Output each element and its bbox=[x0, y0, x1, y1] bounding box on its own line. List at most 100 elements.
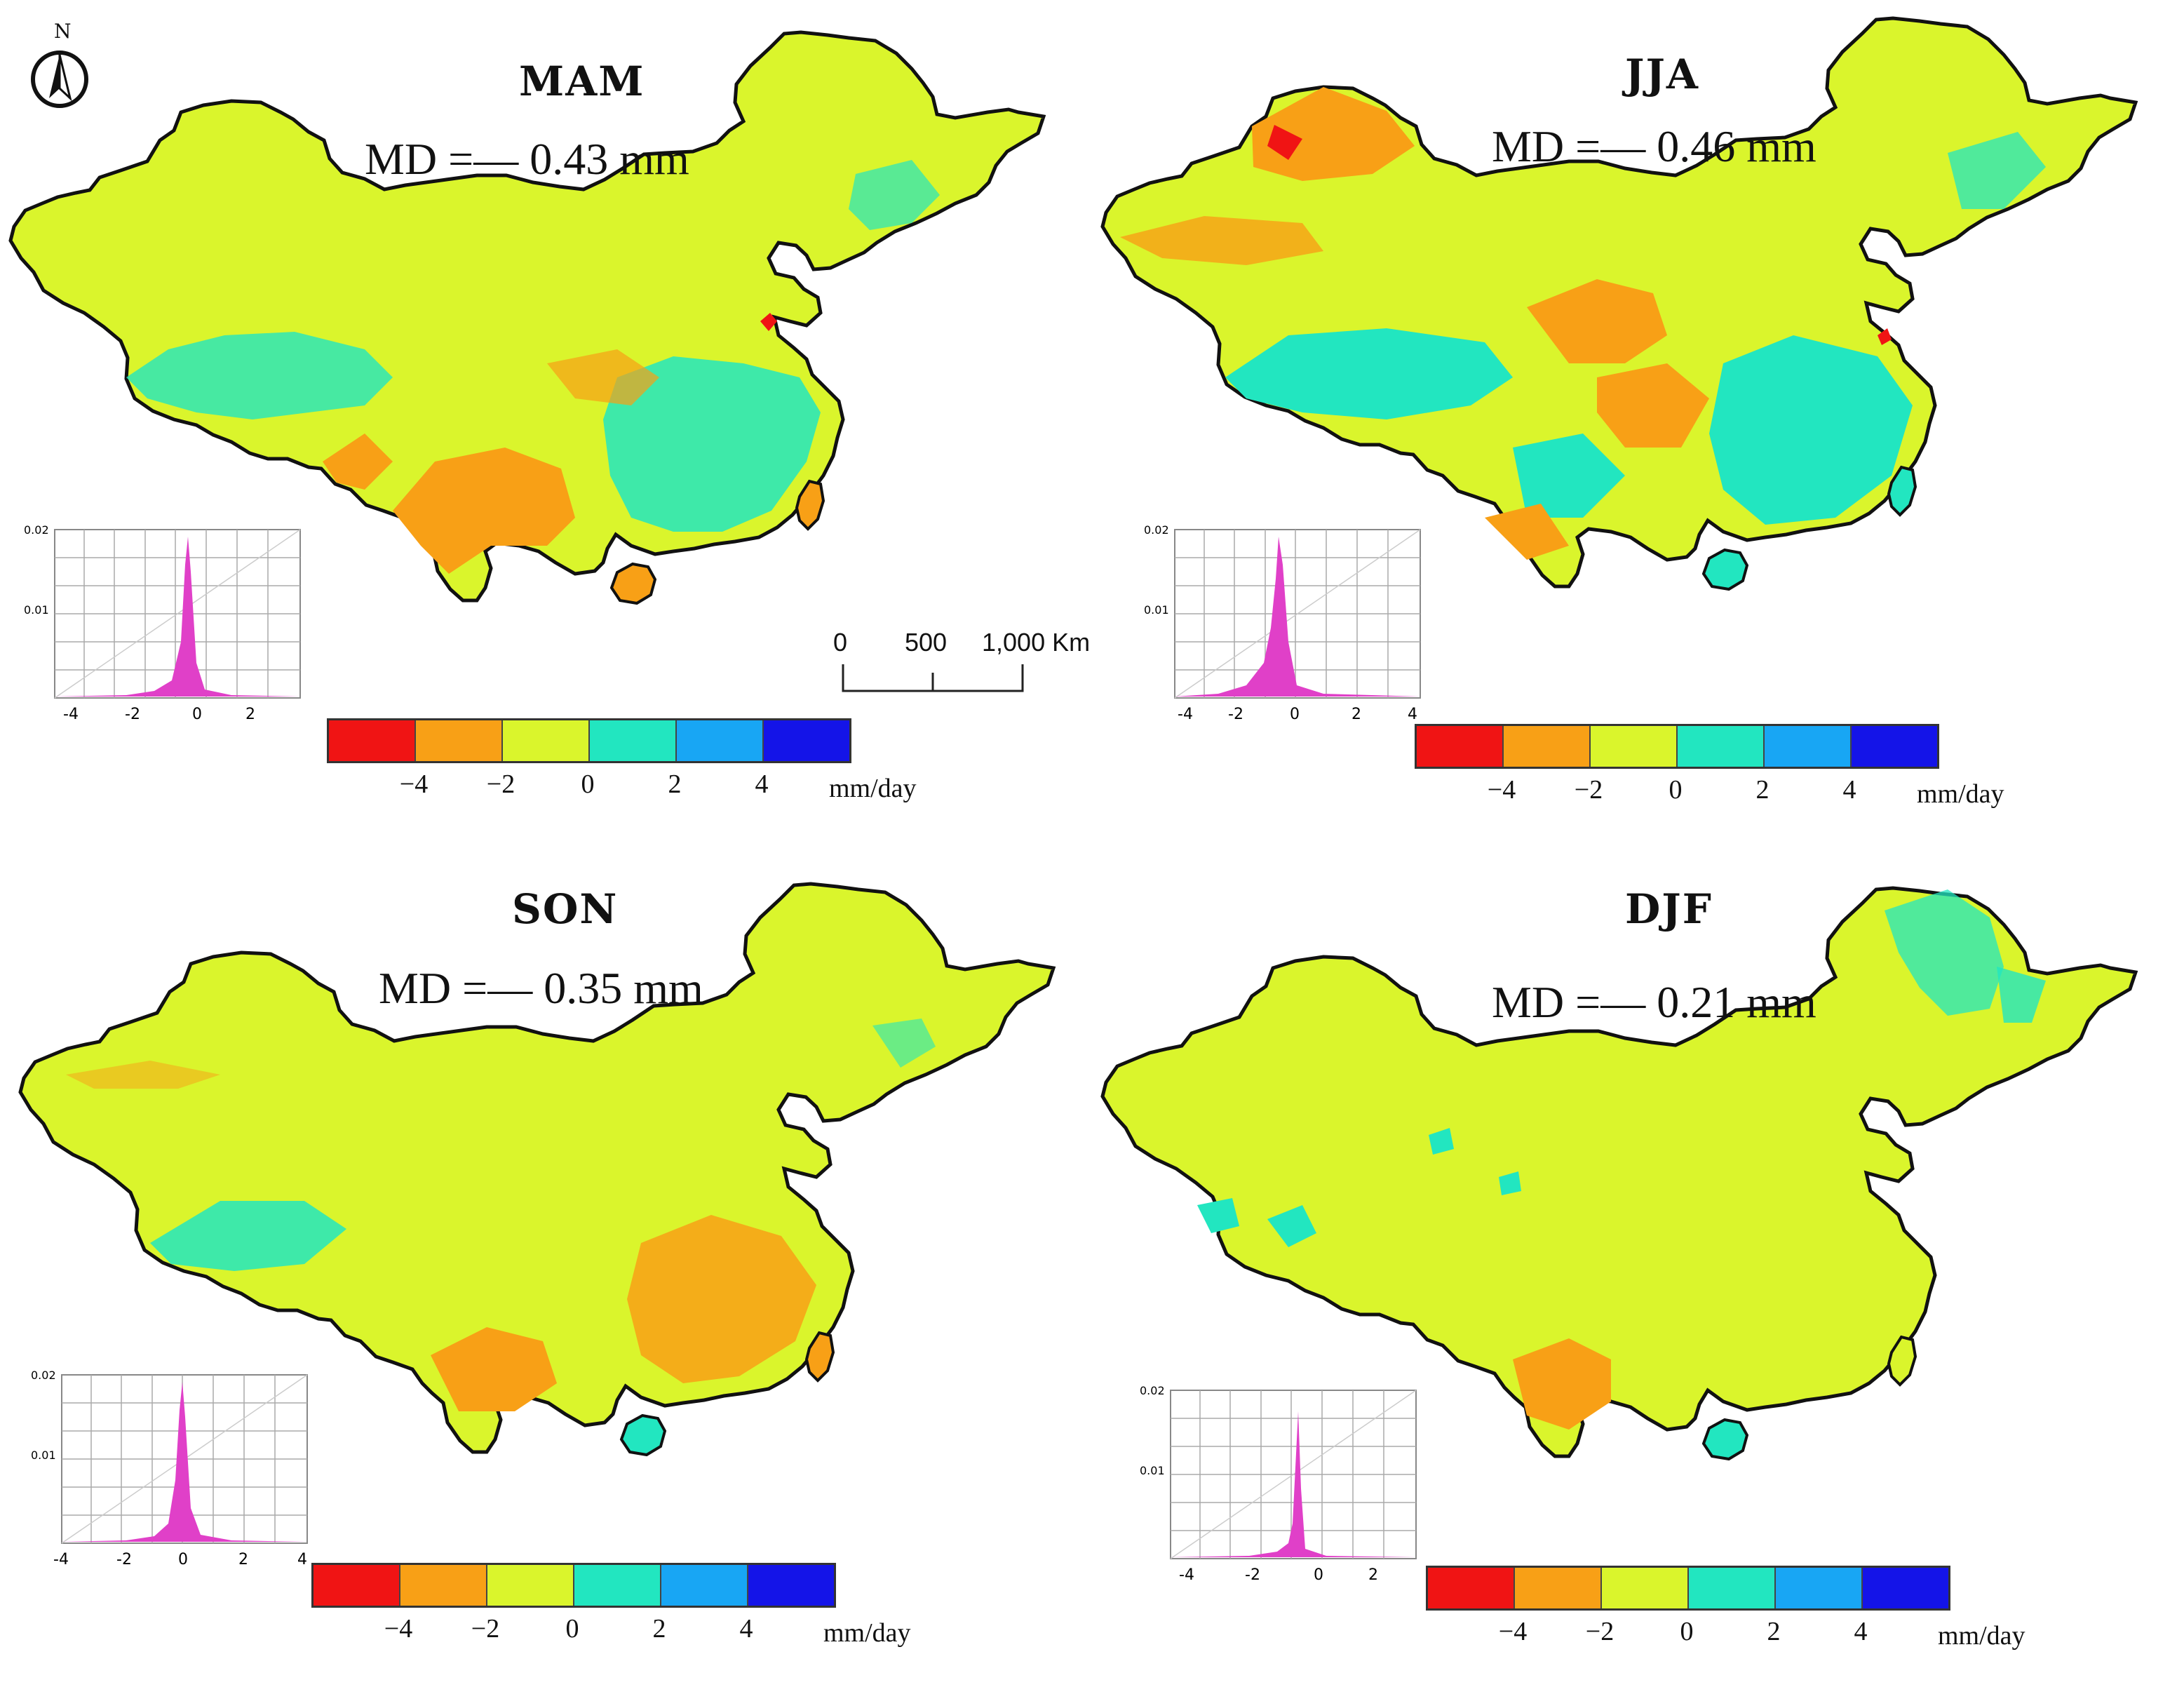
histogram: 0.02 0.01 -4 -2 0 2 4 bbox=[31, 1369, 308, 1568]
panel-mam: MAM MD =— 0.43 mm 0.02 0.01 -4 -2 0 2 0 … bbox=[0, 0, 1092, 843]
legend-swatch bbox=[1417, 726, 1504, 767]
legend-swatches bbox=[311, 1563, 836, 1608]
legend-swatch bbox=[1678, 726, 1765, 767]
legend-swatches bbox=[1415, 724, 1939, 769]
legend-tick: 4 bbox=[1842, 775, 1856, 805]
hist-x-tick: 2 bbox=[245, 706, 255, 723]
legend-ticks: −4 −2 0 2 4 bbox=[311, 1608, 836, 1650]
hist-x-tick: 0 bbox=[1290, 706, 1300, 723]
hist-x-tick: 2 bbox=[1351, 706, 1361, 723]
china-map bbox=[1092, 843, 2184, 1460]
hist-y-tick: 0.02 bbox=[1140, 1384, 1165, 1397]
legend-swatch bbox=[416, 720, 503, 761]
legend-swatch bbox=[1515, 1568, 1602, 1608]
legend-tick: −4 bbox=[1487, 775, 1516, 805]
hist-y-tick: 0.02 bbox=[31, 1369, 56, 1382]
legend-tick: −2 bbox=[486, 769, 515, 799]
legend-tick: 2 bbox=[668, 769, 682, 799]
hist-x-tick: 0 bbox=[178, 1551, 188, 1568]
legend-swatch bbox=[748, 1565, 834, 1606]
hist-y-tick: 0.01 bbox=[31, 1449, 56, 1462]
legend-tick: 4 bbox=[1854, 1617, 1868, 1646]
color-legend: −4 −2 0 2 4 mm/day bbox=[1415, 724, 2004, 811]
legend-tick: −4 bbox=[384, 1614, 413, 1644]
legend-swatch bbox=[1689, 1568, 1776, 1608]
hist-x-tick: 0 bbox=[1314, 1566, 1323, 1584]
histogram: 0.02 0.01 -4 -2 0 2 bbox=[24, 523, 301, 723]
legend-ticks: −4 −2 0 2 4 bbox=[1426, 1611, 1950, 1653]
hist-x-tick: -2 bbox=[1245, 1566, 1260, 1584]
legend-swatch bbox=[1765, 726, 1852, 767]
hist-x-tick: -2 bbox=[116, 1551, 132, 1568]
season-title: SON bbox=[512, 885, 619, 933]
legend-tick: 0 bbox=[565, 1614, 579, 1644]
legend-tick: −4 bbox=[399, 769, 429, 799]
scale-tick-1000: 1,000 Km bbox=[982, 628, 1091, 657]
panel-jja: JJA MD =— 0.46 mm 0.02 0.01 -4 -2 0 2 4 … bbox=[1092, 0, 2184, 843]
legend-unit: mm/day bbox=[823, 1618, 911, 1648]
legend-tick: 0 bbox=[1680, 1617, 1694, 1646]
color-legend: −4 −2 0 2 4 mm/day bbox=[327, 718, 917, 805]
season-title: DJF bbox=[1625, 885, 1713, 933]
legend-tick: 0 bbox=[581, 769, 595, 799]
legend-swatch bbox=[329, 720, 416, 761]
histogram: 0.02 0.01 -4 -2 0 2 4 bbox=[1144, 523, 1421, 723]
china-map bbox=[0, 843, 1092, 1456]
legend-swatch bbox=[574, 1565, 661, 1606]
legend-tick: 4 bbox=[755, 769, 769, 799]
mean-difference: MD =— 0.21 mm bbox=[1492, 977, 1816, 1027]
legend-tick: −2 bbox=[1585, 1617, 1615, 1646]
legend-ticks: −4 −2 0 2 4 bbox=[1415, 769, 1939, 811]
hist-x-tick: 4 bbox=[1408, 706, 1417, 723]
color-legend: −4 −2 0 2 4 mm/day bbox=[311, 1563, 911, 1650]
hist-x-tick: 4 bbox=[297, 1551, 307, 1568]
legend-swatches bbox=[327, 718, 851, 763]
hist-x-tick: -2 bbox=[125, 706, 140, 723]
legend-tick: 4 bbox=[739, 1614, 753, 1644]
legend-swatch bbox=[1602, 1568, 1689, 1608]
hist-x-tick: -4 bbox=[63, 706, 79, 723]
legend-swatch bbox=[487, 1565, 574, 1606]
legend-swatch bbox=[1852, 726, 1937, 767]
mean-difference: MD =— 0.35 mm bbox=[379, 963, 703, 1013]
legend-swatch bbox=[1591, 726, 1678, 767]
legend-swatch bbox=[1504, 726, 1591, 767]
hist-x-tick: -4 bbox=[53, 1551, 69, 1568]
hist-x-tick: 2 bbox=[1368, 1566, 1378, 1584]
panel-djf: DJF MD =— 0.21 mm 0.02 0.01 -4 -2 0 2 −4… bbox=[1092, 843, 2184, 1686]
legend-tick: −2 bbox=[1574, 775, 1603, 805]
legend-swatch bbox=[764, 720, 849, 761]
hist-y-tick: 0.02 bbox=[1144, 523, 1169, 537]
legend-swatches bbox=[1426, 1566, 1950, 1611]
hist-y-tick: 0.01 bbox=[24, 603, 49, 617]
china-map bbox=[1092, 0, 2184, 591]
legend-unit: mm/day bbox=[829, 774, 917, 803]
legend-unit: mm/day bbox=[1917, 779, 2004, 809]
legend-tick: 2 bbox=[652, 1614, 666, 1644]
legend-swatch bbox=[677, 720, 764, 761]
legend-swatch bbox=[1776, 1568, 1863, 1608]
panel-son: SON MD =— 0.35 mm 0.02 0.01 -4 -2 0 2 4 … bbox=[0, 843, 1092, 1686]
hist-x-tick: -4 bbox=[1179, 1566, 1194, 1584]
china-map bbox=[0, 0, 1092, 605]
season-title: MAM bbox=[519, 58, 645, 105]
season-title: JJA bbox=[1625, 51, 1699, 98]
color-legend: −4 −2 0 2 4 mm/day bbox=[1426, 1566, 2025, 1653]
scale-tick-500: 500 bbox=[905, 628, 948, 657]
legend-tick: 2 bbox=[1755, 775, 1770, 805]
hist-x-tick: 0 bbox=[192, 706, 202, 723]
histogram: 0.02 0.01 -4 -2 0 2 bbox=[1140, 1384, 1417, 1584]
legend-swatch bbox=[314, 1565, 400, 1606]
legend-unit: mm/day bbox=[1938, 1621, 2025, 1651]
mean-difference: MD =— 0.43 mm bbox=[365, 134, 689, 184]
scale-bar: 0 500 1,000 Km bbox=[828, 628, 1122, 705]
legend-ticks: −4 −2 0 2 4 bbox=[327, 763, 851, 805]
north-label: N bbox=[54, 20, 72, 43]
hist-y-tick: 0.02 bbox=[24, 523, 49, 537]
legend-tick: 0 bbox=[1669, 775, 1683, 805]
hist-y-tick: 0.01 bbox=[1144, 603, 1169, 617]
scale-tick-0: 0 bbox=[833, 628, 848, 657]
legend-swatch bbox=[400, 1565, 487, 1606]
hist-x-tick: -4 bbox=[1178, 706, 1193, 723]
legend-swatch bbox=[661, 1565, 748, 1606]
